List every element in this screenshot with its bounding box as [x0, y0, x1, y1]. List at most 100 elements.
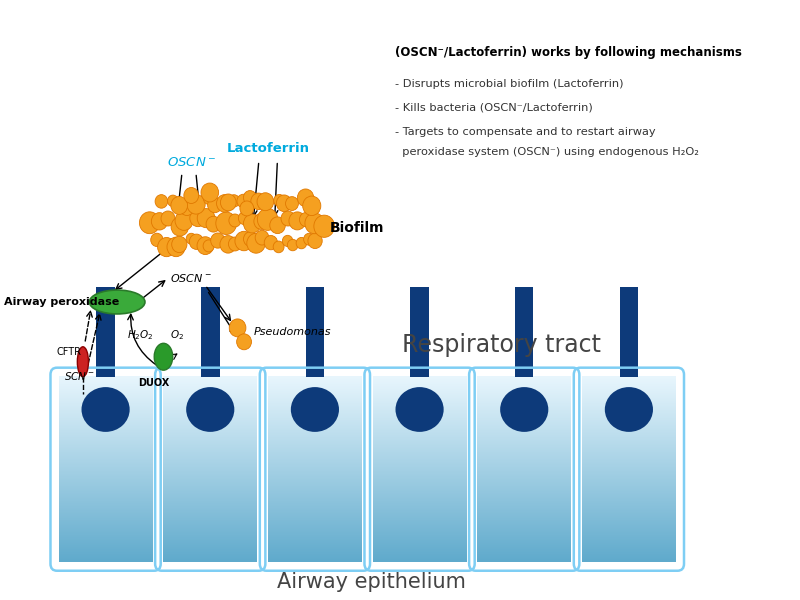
Circle shape	[302, 196, 321, 215]
Circle shape	[247, 233, 266, 253]
Circle shape	[208, 197, 222, 212]
Circle shape	[201, 183, 218, 202]
Bar	[201, 287, 219, 377]
Circle shape	[308, 233, 322, 248]
Text: Lactoferrin: Lactoferrin	[226, 142, 310, 155]
Ellipse shape	[186, 387, 234, 432]
Bar	[410, 287, 429, 377]
Ellipse shape	[78, 347, 89, 377]
Circle shape	[150, 233, 163, 247]
Circle shape	[243, 232, 257, 247]
Circle shape	[172, 236, 187, 253]
Circle shape	[243, 214, 261, 233]
Text: (OSCN⁻/Lactoferrin) works by following mechanisms: (OSCN⁻/Lactoferrin) works by following m…	[395, 46, 742, 59]
Circle shape	[158, 238, 175, 257]
Circle shape	[299, 212, 313, 227]
Circle shape	[304, 233, 314, 245]
Circle shape	[228, 195, 240, 207]
Circle shape	[190, 209, 206, 227]
Bar	[620, 287, 638, 377]
Text: Biofilm: Biofilm	[330, 221, 385, 235]
Circle shape	[251, 193, 266, 209]
Circle shape	[230, 319, 246, 337]
Circle shape	[298, 189, 314, 206]
Text: - Targets to compensate and to restart airway: - Targets to compensate and to restart a…	[395, 127, 656, 137]
Circle shape	[217, 194, 233, 212]
Circle shape	[203, 240, 214, 252]
Circle shape	[229, 237, 242, 251]
Circle shape	[187, 194, 205, 214]
Circle shape	[174, 198, 186, 211]
Circle shape	[139, 212, 160, 233]
Text: - Kills bacteria (OSCN⁻/Lactoferrin): - Kills bacteria (OSCN⁻/Lactoferrin)	[395, 103, 593, 113]
Text: $OSCN^-$: $OSCN^-$	[170, 272, 212, 284]
Circle shape	[273, 241, 284, 253]
Circle shape	[198, 209, 215, 227]
Circle shape	[190, 234, 203, 250]
Circle shape	[270, 217, 286, 233]
Circle shape	[237, 194, 250, 208]
Bar	[96, 287, 115, 377]
Text: peroxidase system (OSCN⁻) using endogenous H₂O₂: peroxidase system (OSCN⁻) using endogeno…	[395, 147, 699, 157]
Circle shape	[155, 194, 168, 208]
Circle shape	[257, 193, 274, 211]
Circle shape	[240, 201, 254, 216]
Circle shape	[171, 217, 189, 236]
Circle shape	[258, 208, 278, 230]
Circle shape	[216, 212, 237, 235]
Circle shape	[179, 199, 194, 215]
Circle shape	[237, 334, 251, 350]
Ellipse shape	[90, 290, 145, 314]
Text: $O_2$: $O_2$	[170, 328, 184, 342]
Circle shape	[254, 214, 269, 229]
Ellipse shape	[291, 387, 339, 432]
Circle shape	[243, 191, 257, 205]
Text: DUOX: DUOX	[138, 377, 170, 388]
Circle shape	[255, 230, 269, 245]
Text: - Disrupts microbial biofilm (Lactoferrin): - Disrupts microbial biofilm (Lactoferri…	[395, 79, 623, 89]
Circle shape	[281, 211, 295, 226]
Circle shape	[229, 214, 241, 227]
Ellipse shape	[500, 387, 548, 432]
Circle shape	[282, 235, 293, 247]
Circle shape	[289, 212, 306, 230]
Circle shape	[286, 197, 298, 211]
Circle shape	[186, 233, 197, 244]
Circle shape	[235, 231, 253, 251]
Text: $SCN^-$: $SCN^-$	[64, 370, 95, 382]
Ellipse shape	[82, 387, 130, 432]
Text: CFTR: CFTR	[57, 347, 82, 357]
Circle shape	[197, 237, 214, 254]
Text: Airway epithelium: Airway epithelium	[278, 572, 466, 592]
Text: Respiratory tract: Respiratory tract	[402, 333, 601, 357]
Circle shape	[276, 195, 292, 212]
Circle shape	[221, 194, 236, 211]
Circle shape	[238, 212, 250, 224]
Ellipse shape	[154, 343, 173, 370]
Circle shape	[203, 192, 215, 205]
Circle shape	[287, 239, 298, 251]
Circle shape	[264, 235, 278, 250]
Text: Pseudomonas: Pseudomonas	[254, 327, 331, 337]
Circle shape	[171, 196, 187, 214]
Bar	[306, 287, 324, 377]
Circle shape	[206, 216, 221, 232]
Circle shape	[296, 238, 306, 249]
Circle shape	[167, 237, 185, 257]
Text: $OSCN^-$: $OSCN^-$	[166, 156, 216, 169]
Circle shape	[151, 212, 167, 230]
Circle shape	[210, 233, 225, 248]
Circle shape	[184, 188, 198, 203]
Ellipse shape	[605, 387, 653, 432]
Circle shape	[175, 211, 193, 230]
Circle shape	[274, 194, 285, 206]
Circle shape	[305, 213, 324, 234]
Circle shape	[167, 195, 178, 206]
Text: Airway peroxidase: Airway peroxidase	[4, 297, 119, 307]
Circle shape	[314, 215, 334, 238]
Circle shape	[220, 236, 236, 253]
Text: $H_2O_2$: $H_2O_2$	[127, 328, 154, 342]
Bar	[515, 287, 534, 377]
Circle shape	[161, 211, 175, 226]
Ellipse shape	[395, 387, 444, 432]
